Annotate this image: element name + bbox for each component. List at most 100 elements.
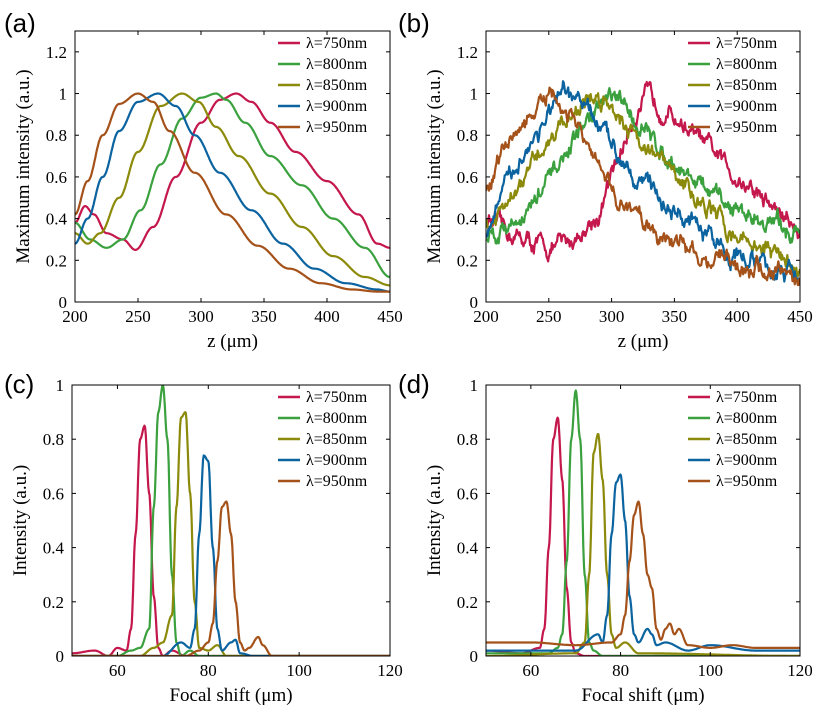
- x-tick-label: 250: [536, 307, 562, 326]
- y-tick-label: 0.8: [46, 126, 67, 145]
- x-tick-label: 300: [188, 307, 214, 326]
- legend-label-950: λ=950nm: [716, 473, 778, 490]
- x-tick-label: 250: [125, 307, 151, 326]
- y-tick-label: 0.6: [46, 168, 67, 187]
- legend-label-900: λ=900nm: [716, 98, 778, 115]
- panel-label: (b): [398, 8, 430, 38]
- x-tick-label: 100: [286, 661, 312, 680]
- series-line-750: [486, 80, 800, 263]
- y-tick-label: 0.2: [457, 251, 478, 270]
- legend-label-950: λ=950nm: [306, 473, 368, 490]
- panel-label: (d): [398, 369, 430, 399]
- legend-label-800: λ=800nm: [306, 410, 368, 427]
- y-tick-label: 0.4: [46, 210, 68, 229]
- y-tick-label: 0: [470, 647, 479, 666]
- x-tick-label: 400: [314, 307, 340, 326]
- series-line-800: [486, 86, 800, 245]
- legend-label-850: λ=850nm: [716, 77, 778, 94]
- x-tick-label: 100: [698, 661, 724, 680]
- legend-label-800: λ=800nm: [716, 410, 778, 427]
- x-axis-title: z (μm): [207, 331, 258, 352]
- legend-label-800: λ=800nm: [716, 56, 778, 73]
- x-tick-label: 120: [377, 661, 403, 680]
- y-tick-label: 1.2: [457, 43, 478, 62]
- x-tick-label: 200: [62, 307, 88, 326]
- y-tick-label: 0.2: [46, 251, 67, 270]
- chart-panel-b: (b) 200 250 300 350 400 450 0 0.2 0.4 0.6 0.8 1 1.2 z …: [398, 8, 813, 352]
- x-tick-label: 300: [599, 307, 625, 326]
- series-line-950: [486, 500, 800, 650]
- legend-label-900: λ=900nm: [306, 452, 368, 469]
- panel-label: (a): [4, 8, 36, 38]
- axes-frame: [71, 384, 391, 657]
- y-tick-label: 0: [56, 647, 65, 666]
- x-tick-label: 450: [787, 307, 813, 326]
- series-line-950: [72, 500, 390, 656]
- x-tick-label: 350: [251, 307, 277, 326]
- series-line-900: [72, 454, 390, 656]
- legend-label-850: λ=850nm: [306, 431, 368, 448]
- y-tick-label: 0.8: [457, 430, 478, 449]
- y-tick-label: 0.4: [457, 210, 479, 229]
- series-line-800: [75, 92, 390, 279]
- series-line-750: [75, 92, 390, 251]
- legend-label-950: λ=950nm: [716, 119, 778, 136]
- series-line-800: [72, 385, 390, 656]
- y-tick-label: 0.8: [457, 126, 478, 145]
- legend-label-900: λ=900nm: [306, 98, 368, 115]
- x-axis-title: Focal shift (μm): [169, 685, 292, 706]
- x-tick-label: 450: [377, 307, 403, 326]
- x-tick-label: 200: [473, 307, 499, 326]
- y-tick-label: 0: [59, 293, 68, 312]
- legend-label-750: λ=750nm: [716, 389, 778, 406]
- y-tick-label: 0.2: [457, 593, 478, 612]
- chart-panel-d: (d) 60 80 100 120 0 0.2 0.4 0.6 0.8 1 Focal shift (…: [398, 369, 813, 706]
- x-tick-label: 60: [522, 661, 539, 680]
- x-axis-title: Focal shift (μm): [581, 685, 704, 706]
- x-tick-label: 60: [109, 661, 126, 680]
- axes-frame: [74, 30, 391, 303]
- y-tick-label: 0.4: [457, 539, 479, 558]
- x-tick-label: 80: [200, 661, 217, 680]
- x-tick-label: 400: [724, 307, 750, 326]
- y-tick-label: 0.6: [43, 484, 64, 503]
- series-line-850: [486, 433, 800, 656]
- legend-label-800: λ=800nm: [306, 56, 368, 73]
- series-line-950: [486, 86, 800, 287]
- axes-frame: [485, 384, 801, 657]
- x-tick-label: 120: [787, 661, 813, 680]
- y-tick-label: 1: [470, 85, 479, 104]
- y-tick-label: 0.6: [457, 168, 478, 187]
- x-tick-label: 350: [662, 307, 688, 326]
- series-line-950: [75, 92, 390, 293]
- series-line-900: [486, 473, 800, 652]
- y-tick-label: 1: [59, 85, 68, 104]
- y-axis-title: Maximum intensity (a.u.): [424, 69, 445, 263]
- y-tick-label: 0.2: [43, 593, 64, 612]
- y-tick-label: 0.4: [43, 539, 65, 558]
- y-axis-title: Maximum intensity (a.u.): [13, 69, 34, 263]
- y-tick-label: 0.6: [457, 484, 478, 503]
- chart-panel-a: (a) 200 250 300 350 400 450 0 0.2 0.4 0.6 0.8 1 1.2 z …: [4, 8, 403, 352]
- series-line-850: [486, 92, 800, 278]
- legend-label-750: λ=750nm: [306, 35, 368, 52]
- legend-label-850: λ=850nm: [716, 431, 778, 448]
- legend-label-950: λ=950nm: [306, 119, 368, 136]
- legend-label-900: λ=900nm: [716, 452, 778, 469]
- legend-label-850: λ=850nm: [306, 77, 368, 94]
- series-line-900: [75, 92, 390, 293]
- y-axis-title: Intensity (a.u.): [10, 465, 31, 576]
- legend-label-750: λ=750nm: [716, 35, 778, 52]
- legend-label-750: λ=750nm: [306, 389, 368, 406]
- y-tick-label: 1.2: [46, 43, 67, 62]
- axes-frame: [485, 30, 801, 303]
- y-tick-label: 1: [470, 376, 479, 395]
- series-line-750: [486, 416, 800, 656]
- x-axis-title: z (μm): [618, 331, 669, 352]
- series-line-750: [72, 424, 390, 656]
- panel-label: (c): [4, 369, 34, 399]
- y-axis-title: Intensity (a.u.): [424, 465, 445, 576]
- chart-panel-c: (c) 60 80 100 120 0 0.2 0.4 0.6 0.8 1 Focal shift (…: [4, 369, 403, 706]
- y-tick-label: 0: [470, 293, 479, 312]
